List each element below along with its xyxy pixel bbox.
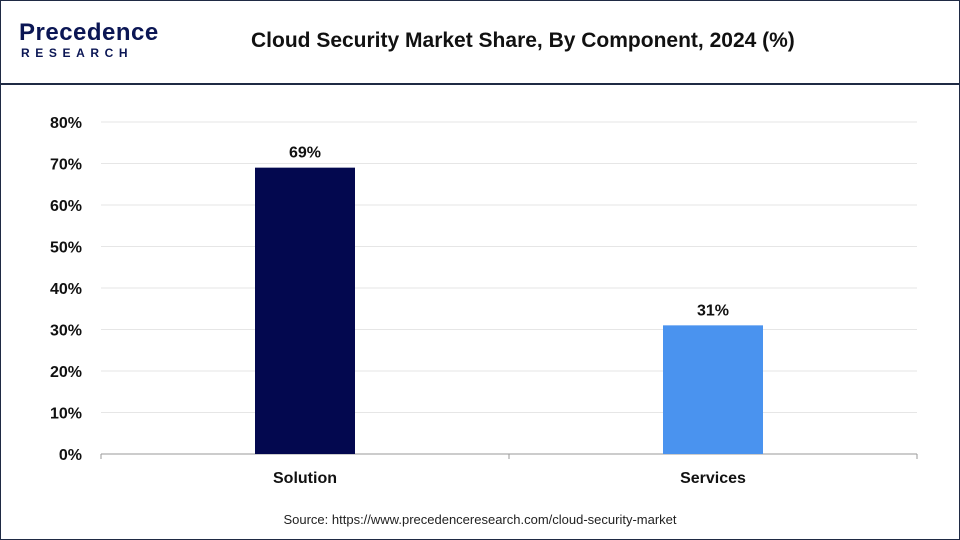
bar-solution xyxy=(255,167,355,454)
logo-sub-text: RESEARCH xyxy=(21,46,134,60)
x-tick-label: Solution xyxy=(273,470,337,487)
header: Precedence RESEARCH Cloud Security Marke… xyxy=(1,1,959,85)
y-tick-label: 80% xyxy=(50,115,82,132)
data-label: 31% xyxy=(697,302,729,319)
logo-main-text: Precedence xyxy=(19,19,159,46)
chart-title: Cloud Security Market Share, By Componen… xyxy=(251,29,795,52)
precedence-research-logo: Precedence RESEARCH xyxy=(19,19,169,65)
y-tick-label: 50% xyxy=(50,240,82,257)
y-tick-label: 60% xyxy=(50,198,82,215)
y-tick-label: 20% xyxy=(50,364,82,381)
y-tick-label: 10% xyxy=(50,406,82,423)
source-note: Source: https://www.precedenceresearch.c… xyxy=(283,512,677,527)
data-label: 69% xyxy=(289,145,321,162)
x-tick-label: Services xyxy=(680,470,746,487)
y-tick-label: 0% xyxy=(59,447,82,464)
bar-services xyxy=(663,325,763,454)
y-tick-label: 40% xyxy=(50,281,82,298)
y-tick-label: 70% xyxy=(50,157,82,174)
y-tick-label: 30% xyxy=(50,323,82,340)
bar-chart: 0% 10% 20% 30% 40% 50% 60% 70% 80% 69% Solution 31%… xyxy=(50,115,918,487)
